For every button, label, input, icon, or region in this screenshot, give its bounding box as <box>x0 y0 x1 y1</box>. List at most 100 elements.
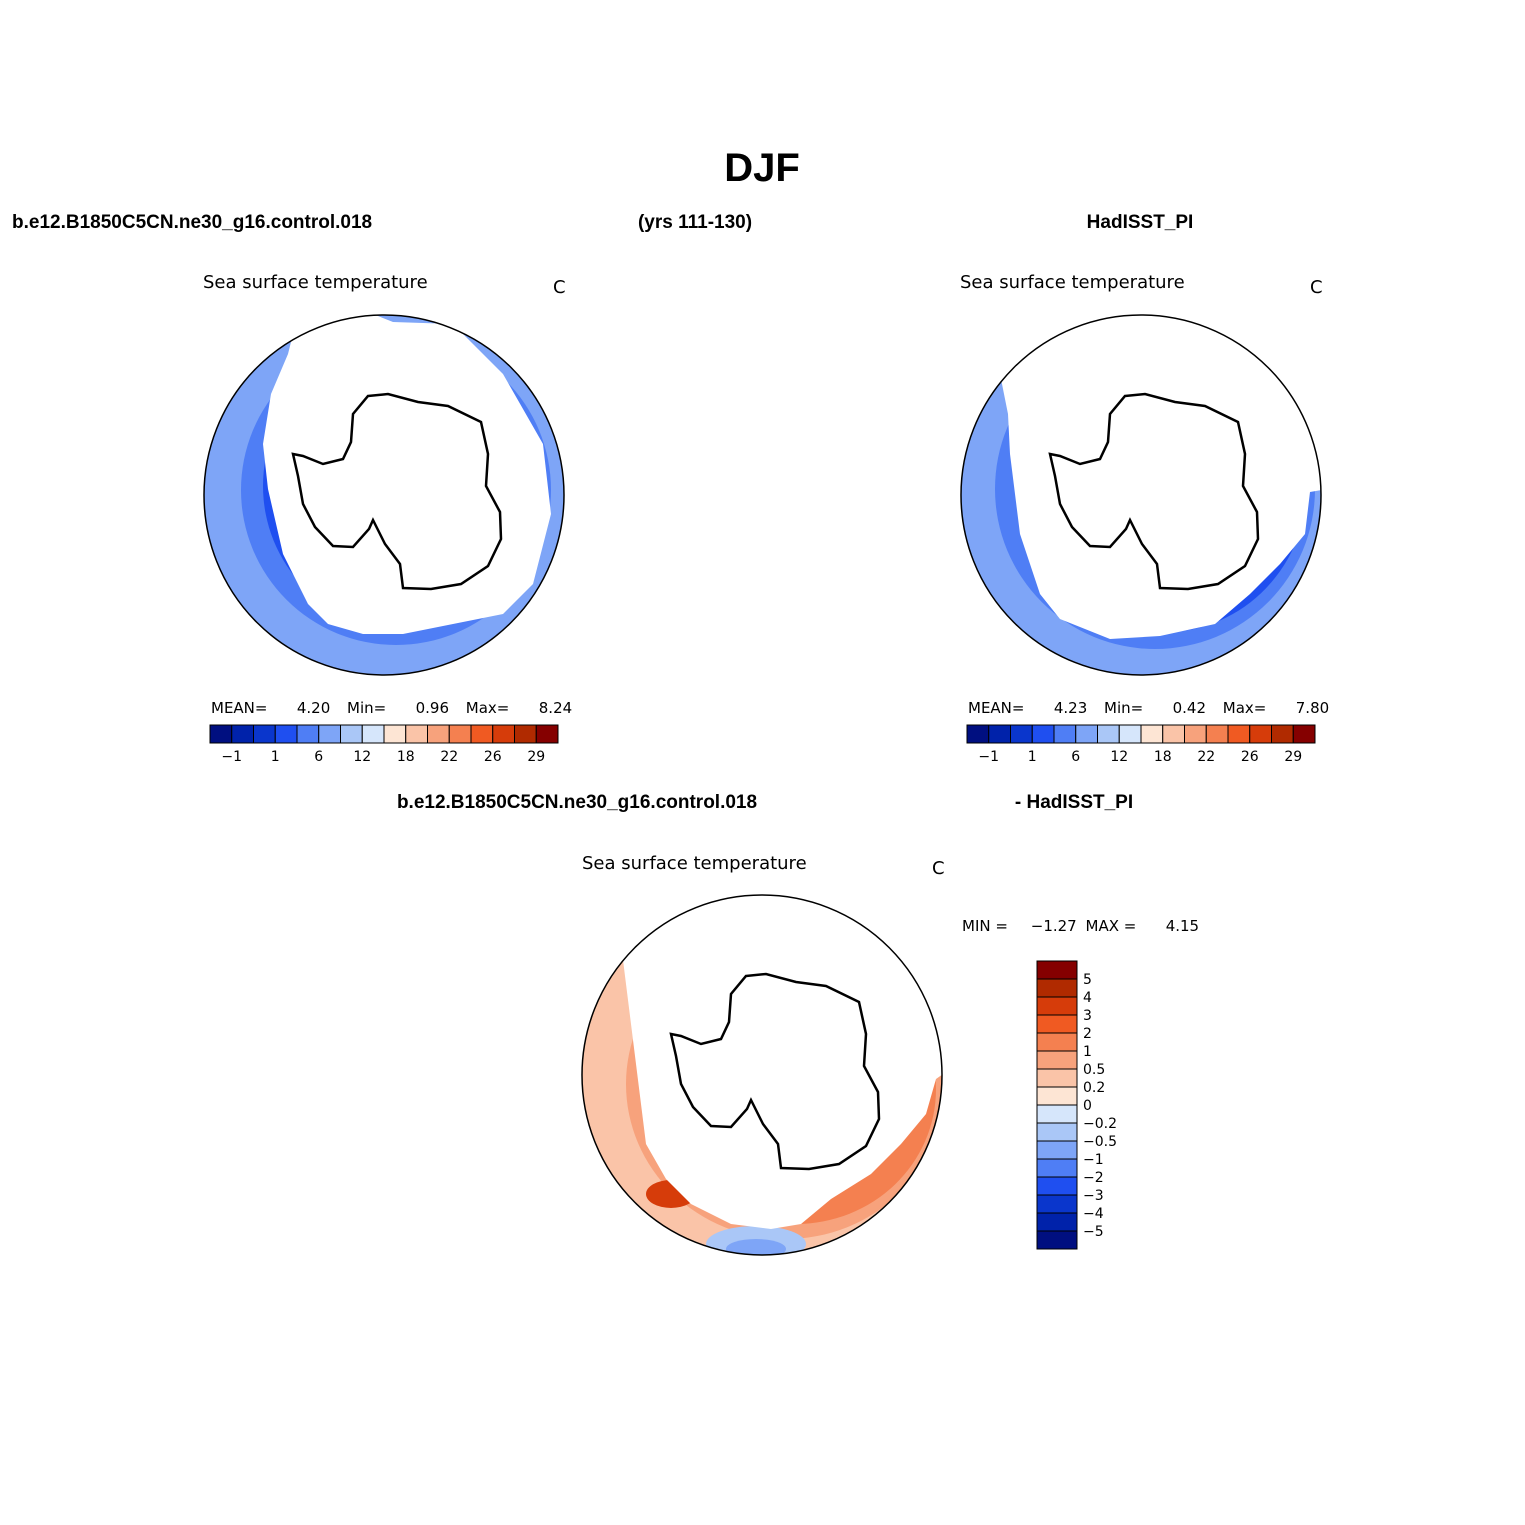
colorbar-tick-label: 22 <box>1197 749 1215 765</box>
colorbar-tick-label: 0.2 <box>1083 1080 1105 1096</box>
panel1-mean-label: MEAN= <box>211 699 268 717</box>
colorbar-tick-label: −1 <box>221 749 242 765</box>
colorbar-tick-label: −1 <box>1083 1152 1104 1168</box>
colorbar-swatch <box>383 724 407 744</box>
colorbar-swatch <box>296 724 320 744</box>
panel3-colorbar: 5 4 3 2 1 0.5 0.2 0 −0.2 −0.5 −1 −2 −3 −4 −5 <box>1036 960 1117 1250</box>
panel2-min: 0.42 <box>1172 699 1207 717</box>
panel2-sea-ice-mask <box>961 315 1321 639</box>
colorbar-swatch <box>1036 1122 1078 1142</box>
panel1-min: 0.96 <box>415 699 450 717</box>
colorbar-tick-label: 0 <box>1083 1098 1092 1114</box>
colorbar-swatch <box>231 724 254 744</box>
panel1-max: 8.24 <box>538 699 573 717</box>
colorbar-swatch <box>966 724 990 744</box>
colorbar-tick-label: 5 <box>1083 972 1092 988</box>
colorbar-swatch <box>1227 724 1251 744</box>
colorbar-swatch <box>1036 1230 1078 1250</box>
panel3-min: −1.27 <box>1030 917 1077 935</box>
colorbar-swatch <box>1249 724 1272 744</box>
colorbar-swatch <box>1036 1050 1078 1070</box>
colorbar-swatch <box>1118 724 1142 744</box>
panel1-max-label: Max= <box>465 699 510 717</box>
colorbar-tick-label: 12 <box>353 749 371 765</box>
colorbar-swatch <box>448 724 472 744</box>
colorbar-tick-label: 12 <box>1110 749 1128 765</box>
colorbar-tick-label: −4 <box>1083 1206 1104 1222</box>
colorbar-swatch <box>253 724 276 744</box>
colorbar-swatch <box>1036 1104 1078 1124</box>
colorbar-swatch <box>361 724 385 744</box>
panel2-colorbar: −1 1 6 12 18 22 26 29 <box>966 724 1316 765</box>
diff-right-label: - HadISST_PI <box>1014 792 1134 813</box>
colorbar-swatch <box>1036 1032 1078 1052</box>
colorbar-swatch <box>1205 724 1229 744</box>
colorbar-swatch <box>535 724 559 744</box>
panel1-sea-ice-mask <box>263 315 551 634</box>
colorbar-tick-label: 6 <box>1071 749 1080 765</box>
colorbar-tick-label: 3 <box>1083 1008 1092 1024</box>
panel3-max-label: MAX = <box>1085 917 1137 935</box>
colorbar-tick-label: 22 <box>440 749 458 765</box>
panel3-no-data-mask <box>621 895 942 1229</box>
panel3-title: Sea surface temperature <box>582 853 807 874</box>
panel1-map <box>203 314 565 676</box>
colorbar-swatch <box>1036 1086 1078 1106</box>
panel3-min-label: MIN = <box>962 917 1008 935</box>
colorbar-tick-label: 18 <box>1154 749 1172 765</box>
colorbar-tick-label: −3 <box>1083 1188 1104 1204</box>
colorbar-swatch <box>1036 1212 1078 1232</box>
panel2-antarctica-outline <box>1048 392 1260 591</box>
colorbar-tick-label: 0.5 <box>1083 1062 1105 1078</box>
panel3-diff-negative-core <box>726 1239 786 1255</box>
panel1-units: C <box>553 277 566 298</box>
panel2-map <box>960 314 1322 676</box>
colorbar-swatch <box>470 724 494 744</box>
colorbar-tick-label: 1 <box>1028 749 1037 765</box>
colorbar-swatch <box>1036 978 1078 998</box>
colorbar-tick-label: 26 <box>484 749 502 765</box>
colorbar-swatch <box>1053 724 1077 744</box>
colorbar-swatch <box>1036 1140 1078 1160</box>
colorbar-swatch <box>988 724 1011 744</box>
panel3-stats: MIN = −1.27 MAX = 4.15 <box>962 917 1199 935</box>
panel2-max-label: Max= <box>1222 699 1267 717</box>
colorbar-tick-label: −0.2 <box>1083 1116 1117 1132</box>
panel1-min-label: Min= <box>347 699 387 717</box>
colorbar-swatch <box>1036 960 1078 980</box>
colorbar-swatch <box>1036 1194 1078 1214</box>
panel3-units: C <box>932 858 945 879</box>
panel3-map <box>581 894 943 1256</box>
panel1-stats: MEAN= 4.20 Min= 0.96 Max= 8.24 <box>211 699 572 717</box>
panel1-title: Sea surface temperature <box>203 272 428 293</box>
colorbar-swatch <box>1031 724 1055 744</box>
colorbar-tick-label: −5 <box>1083 1224 1104 1240</box>
panel3-antarctica-outline <box>669 972 881 1171</box>
panel2-stats: MEAN= 4.23 Min= 0.42 Max= 7.80 <box>968 699 1329 717</box>
colorbar-swatch <box>492 724 515 744</box>
colorbar-tick-label: 29 <box>527 749 545 765</box>
colorbar-swatch <box>1036 1014 1078 1034</box>
panel2-title: Sea surface temperature <box>960 272 1185 293</box>
panel2-mean: 4.23 <box>1053 699 1088 717</box>
colorbar-swatch <box>274 724 298 744</box>
colorbar-swatch <box>1036 1176 1078 1196</box>
panel1-colorbar: −1 1 6 12 18 22 26 29 <box>209 724 559 765</box>
colorbar-tick-label: −2 <box>1083 1170 1104 1186</box>
top-center-label: (yrs 111-130) <box>637 212 753 233</box>
colorbar-swatch <box>427 724 450 744</box>
colorbar-swatch <box>1184 724 1207 744</box>
colorbar-tick-label: −1 <box>978 749 999 765</box>
colorbar-swatch <box>1010 724 1033 744</box>
colorbar-swatch <box>405 724 428 744</box>
top-right-label: HadISST_PI <box>1086 212 1194 233</box>
colorbar-swatch <box>1140 724 1164 744</box>
colorbar-swatch <box>514 724 537 744</box>
colorbar-swatch <box>1292 724 1316 744</box>
colorbar-swatch <box>318 724 341 744</box>
colorbar-tick-label: 18 <box>397 749 415 765</box>
colorbar-tick-label: 6 <box>314 749 323 765</box>
colorbar-tick-label: 1 <box>1083 1044 1092 1060</box>
panel2-units: C <box>1310 277 1323 298</box>
colorbar-tick-label: 26 <box>1241 749 1259 765</box>
